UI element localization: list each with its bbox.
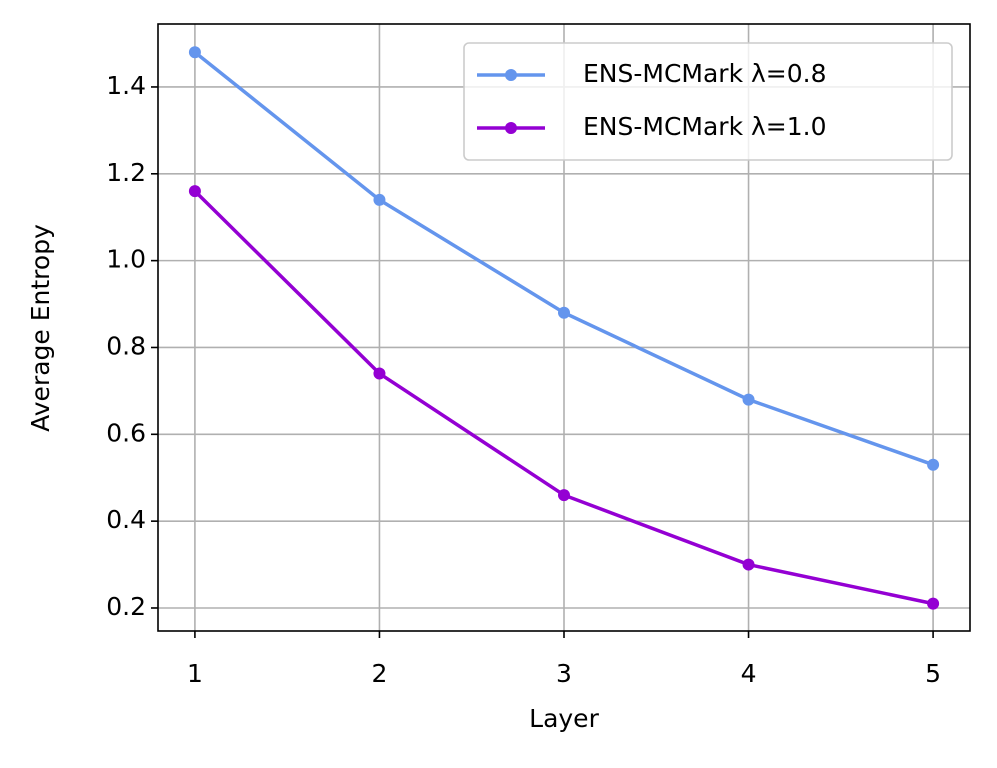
y-axis-label: Average Entropy: [26, 224, 55, 432]
data-point: [558, 306, 570, 319]
data-point: [742, 393, 755, 406]
legend-marker: [505, 69, 517, 81]
x-tick-label: 5: [925, 659, 941, 688]
y-tick-label: 1.4: [106, 71, 146, 100]
x-axis-label: Layer: [529, 704, 599, 733]
plot-frame: [157, 23, 971, 632]
data-point: [558, 489, 570, 502]
y-tick-label: 1.0: [106, 245, 146, 274]
data-point: [373, 367, 386, 380]
legend: ENS-MCMark λ=0.8 ENS-MCMark λ=1.0: [463, 42, 953, 161]
y-tick-label: 0.2: [106, 592, 146, 621]
data-point: [927, 458, 940, 471]
data-point: [927, 597, 940, 610]
data-point: [188, 46, 201, 59]
y-tick-label: 1.2: [106, 158, 146, 187]
legend-label: ENS-MCMark λ=0.8: [583, 59, 827, 88]
legend-marker: [505, 122, 517, 134]
legend-box: [463, 42, 953, 161]
x-tick-label: 3: [556, 659, 572, 688]
x-tick-label: 1: [187, 659, 203, 688]
y-tick-label: 0.4: [106, 505, 146, 534]
data-point: [373, 193, 386, 206]
x-tick-label: 2: [372, 659, 388, 688]
legend-label: ENS-MCMark λ=1.0: [583, 112, 827, 141]
y-tick-label: 0.8: [106, 331, 146, 360]
data-point: [188, 185, 201, 198]
data-point: [742, 558, 755, 571]
y-tick-label: 0.6: [106, 418, 146, 447]
x-tick-label: 4: [741, 659, 757, 688]
